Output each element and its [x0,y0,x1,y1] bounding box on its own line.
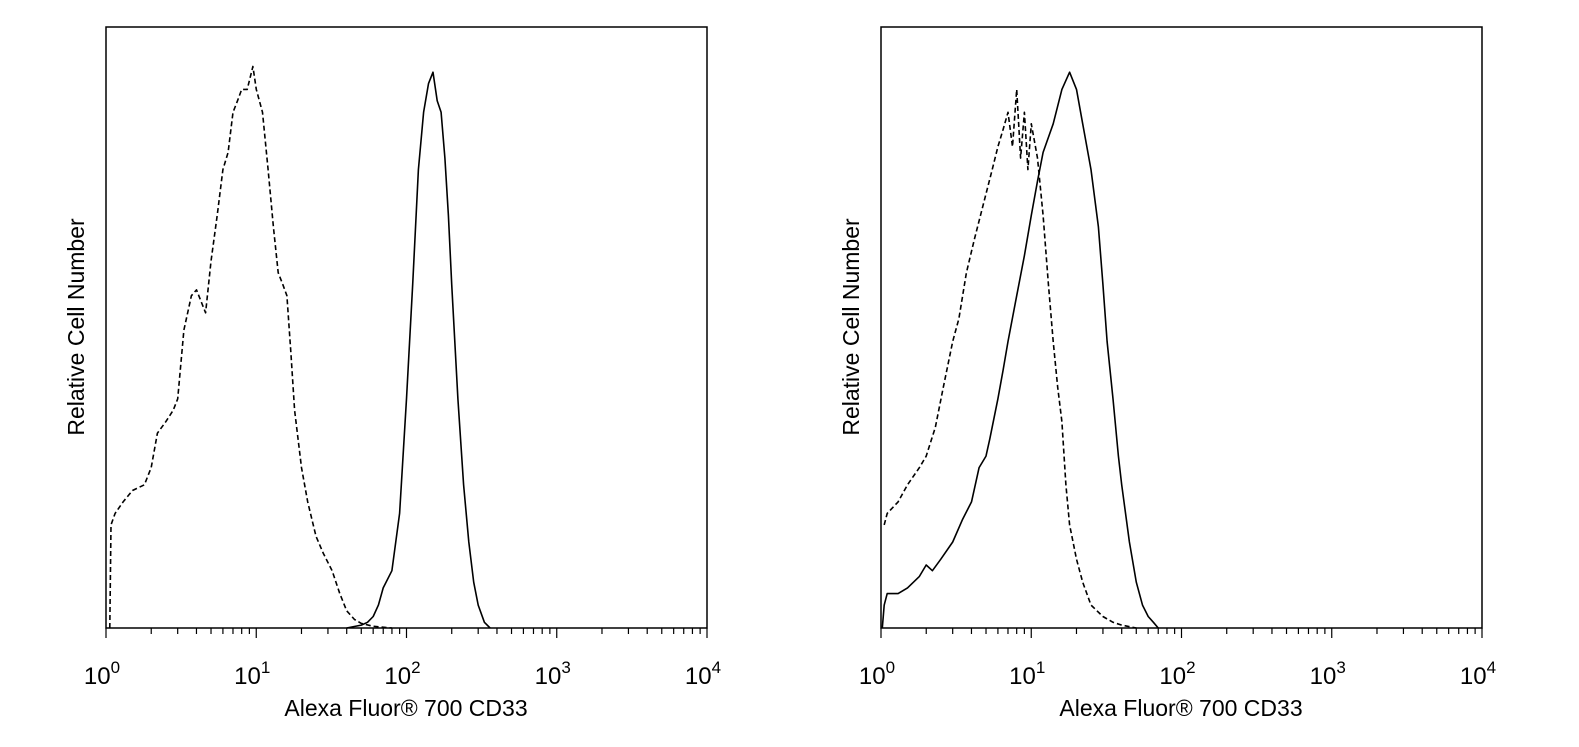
tick-label-exponent: 2 [411,658,420,677]
x-ticks [880,628,1483,638]
x-tick-label: 102 [384,658,420,690]
tick-label-base: 10 [535,663,562,690]
y-axis-label: Relative Cell Number [63,218,89,436]
plot-frame [105,26,708,629]
x-tick-label: 102 [1159,658,1195,690]
x-tick-labels: 100 101 102 103 104 [859,658,1496,690]
tick-label-exponent: 0 [886,658,895,677]
chart-2: 100 101 102 103 104 Alexa Fluor® 700 CD33 Re… [838,26,1496,721]
x-ticks [105,628,708,638]
x-tick-label: 101 [234,658,270,690]
tick-label-exponent: 4 [712,658,721,677]
tick-label-base: 10 [1460,663,1487,690]
x-tick-label: 100 [84,658,120,690]
x-tick-label: 104 [1460,658,1496,690]
tick-label-exponent: 2 [1186,658,1195,677]
tick-label-base: 10 [685,663,712,690]
tick-label-base: 10 [859,663,886,690]
series-dashed [109,65,392,629]
tick-label-base: 10 [1009,663,1036,690]
x-axis-label: Alexa Fluor® 700 CD33 [284,695,527,721]
tick-label-base: 10 [234,663,261,690]
chart-1: 100 101 102 103 104 Alexa Fluor® 700 CD33 Re… [63,26,721,721]
series-solid [346,71,491,629]
x-tick-label: 104 [685,658,721,690]
tick-label-exponent: 3 [1336,658,1345,677]
series-group [881,71,1159,629]
series-solid [881,71,1159,629]
tick-label-exponent: 3 [561,658,570,677]
plot-frame [880,26,1483,629]
tick-label-exponent: 1 [261,658,270,677]
x-tick-label: 103 [535,658,571,690]
tick-label-base: 10 [1159,663,1186,690]
tick-label-base: 10 [384,663,411,690]
x-tick-label: 101 [1009,658,1045,690]
y-axis-label: Relative Cell Number [838,218,864,436]
tick-label-base: 10 [1310,663,1337,690]
x-tick-label: 103 [1310,658,1346,690]
tick-label-exponent: 1 [1036,658,1045,677]
x-tick-label: 100 [859,658,895,690]
x-tick-labels: 100 101 102 103 104 [84,658,721,690]
tick-label-exponent: 0 [111,658,120,677]
x-axis-label: Alexa Fluor® 700 CD33 [1059,695,1302,721]
tick-label-base: 10 [84,663,111,690]
tick-label-exponent: 4 [1487,658,1496,677]
series-group [109,65,491,629]
series-dashed [883,88,1137,629]
